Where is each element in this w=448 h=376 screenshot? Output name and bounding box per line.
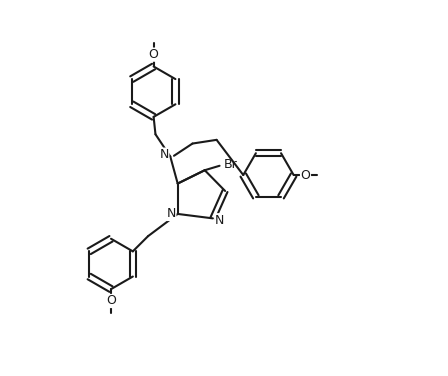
Text: N: N [215, 214, 224, 227]
Text: O: O [106, 294, 116, 308]
Text: O: O [149, 48, 159, 61]
Text: N: N [167, 208, 176, 220]
Text: N: N [159, 148, 169, 161]
Text: Br: Br [223, 158, 237, 171]
Text: O: O [301, 168, 310, 182]
